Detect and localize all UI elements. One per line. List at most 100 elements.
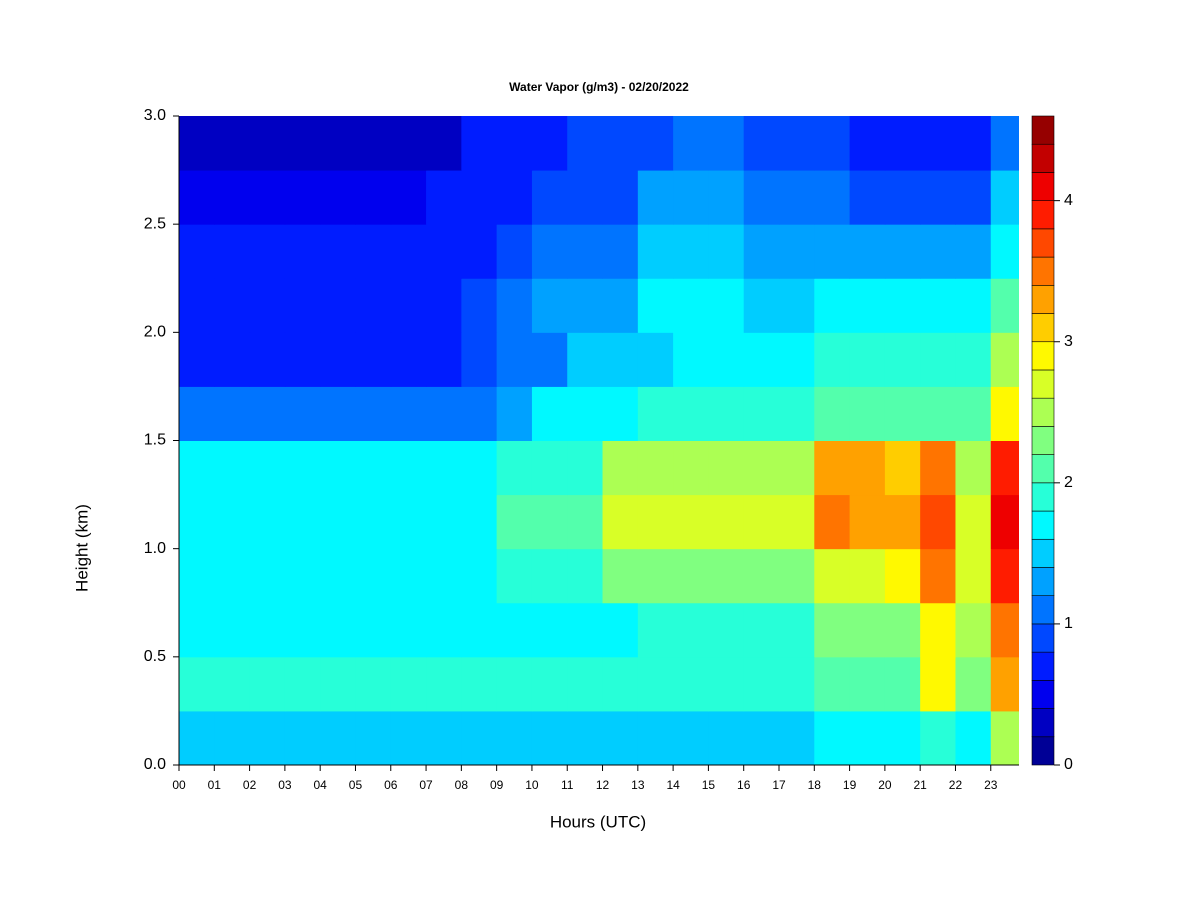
heatmap-cell [637,116,674,171]
heatmap-cell [849,602,886,658]
heatmap-cell [779,656,815,712]
heatmap-cell [390,440,427,496]
heatmap-cell [567,224,604,279]
colorbar-segment [1031,228,1055,258]
x-axis-label: Hours (UTC) [550,812,646,831]
heatmap-cell [355,440,392,496]
heatmap-cell [743,170,780,225]
heatmap-cell [531,710,568,765]
heatmap-cell [779,386,815,441]
heatmap-cell [179,224,215,279]
colorbar-tick-label: 0 [1064,756,1073,773]
heatmap-cell [673,656,709,712]
heatmap-cell [390,494,427,550]
heatmap-cell [284,656,321,712]
x-tick-label: 18 [808,778,822,792]
heatmap-cell [390,548,427,604]
heatmap-cell [602,224,639,279]
heatmap-cell [567,710,604,765]
heatmap-cell [814,548,851,604]
heatmap-cell [920,602,956,658]
heatmap-cell [849,494,886,550]
colorbar-segment [1031,256,1055,286]
heatmap-cell [284,332,321,387]
heatmap-cell [884,386,921,441]
heatmap-cell [602,278,639,333]
heatmap-cell [567,278,604,333]
heatmap-cell [249,386,286,441]
heatmap-cell [743,602,780,658]
heatmap-cell [179,656,215,712]
heatmap-cell [390,116,427,171]
heatmap-cell [814,170,851,225]
heatmap-cell [214,224,251,279]
heatmap-cell [426,602,462,658]
heatmap-cell [849,332,886,387]
heatmap-cell [849,386,886,441]
heatmap-cell [779,278,815,333]
heatmap-cell [390,224,427,279]
heatmap-cell [673,602,709,658]
colorbar-segment [1031,482,1055,512]
y-axis-label: Height (km) [72,504,91,592]
heatmap-cell [355,656,392,712]
heatmap-cell [426,170,462,225]
heatmap-cell [955,494,992,550]
heatmap-cell [779,494,815,550]
heatmap-cell [567,440,604,496]
heatmap-cell [673,548,709,604]
y-tick-label: 2.5 [144,215,166,232]
heatmap-cell [708,386,745,441]
chart-title: Water Vapor (g/m3) - 02/20/2022 [509,80,689,94]
heatmap-cell [426,548,462,604]
heatmap-cell [884,170,921,225]
heatmap-cell [320,440,356,496]
heatmap-cell [673,278,709,333]
heatmap-cell [214,602,251,658]
heatmap-cell [990,440,1019,496]
heatmap-cell [955,278,992,333]
heatmap-cell [708,440,745,496]
heatmap-cell [390,278,427,333]
heatmap-cell [602,494,639,550]
heatmap-cell [637,494,674,550]
colorbar-segment [1031,651,1055,681]
heatmap-cell [284,170,321,225]
x-tick-label: 05 [349,778,363,792]
heatmap-cell [779,116,815,171]
heatmap-cell [320,386,356,441]
heatmap-cell [214,440,251,496]
heatmap-cell [355,278,392,333]
heatmap-cell [179,440,215,496]
colorbar-segment [1031,115,1055,145]
heatmap-cell [955,224,992,279]
heatmap-cell [496,332,533,387]
heatmap-cell [461,332,498,387]
heatmap-cell [214,494,251,550]
heatmap-cell [708,278,745,333]
x-tick-label: 06 [384,778,398,792]
heatmap-cell [496,116,533,171]
heatmap-cell [461,548,498,604]
heatmap-cell [355,548,392,604]
y-tick-label: 1.0 [144,540,166,557]
heatmap-cell [884,440,921,496]
heatmap-cell [814,116,851,171]
heatmap-cell [602,602,639,658]
heatmap-cell [214,710,251,765]
heatmap-cell [779,170,815,225]
heatmap-cell [249,656,286,712]
heatmap-cell [426,224,462,279]
colorbar-segment [1031,397,1055,427]
heatmap-cell [426,656,462,712]
heatmap-cell [426,440,462,496]
heatmap-cell [990,494,1019,550]
heatmap-cell [179,494,215,550]
heatmap-cell [390,170,427,225]
heatmap-cell [602,116,639,171]
heatmap-cell [461,440,498,496]
heatmap-cell [673,710,709,765]
heatmap-cell [637,224,674,279]
heatmap-cell [990,116,1019,171]
